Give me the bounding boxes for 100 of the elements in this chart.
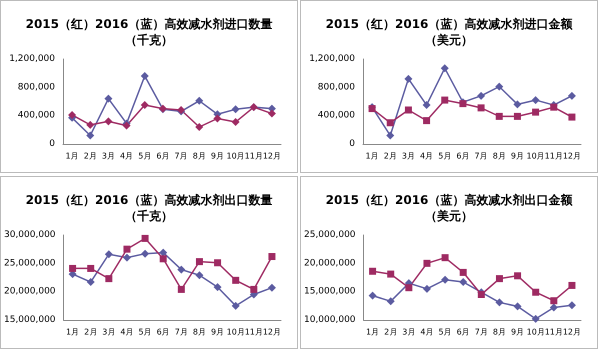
- point: [568, 92, 576, 100]
- x-tick-label: 3月: [102, 152, 115, 160]
- x-tick-label: 7月: [474, 327, 488, 336]
- x-tick-label: 8月: [192, 327, 206, 336]
- y-tick-label: 1,200,000: [9, 54, 56, 64]
- chart-subtitle: （千克）: [125, 208, 173, 222]
- point: [386, 119, 394, 126]
- chart-title: 2015（红）2016（蓝）高效减水剂进口数量: [26, 17, 272, 31]
- point: [122, 122, 131, 130]
- point: [105, 274, 112, 282]
- x-tick-label: 10月: [226, 152, 245, 160]
- x-tick-label: 1月: [366, 152, 379, 160]
- y-tick-label: 25,000,000: [4, 258, 56, 268]
- point: [142, 234, 149, 242]
- point: [442, 254, 449, 261]
- x-tick-label: 2月: [84, 327, 98, 336]
- point: [87, 264, 94, 272]
- x-tick-label: 2月: [384, 152, 397, 160]
- x-tick-label: 1月: [66, 152, 79, 160]
- y-tick-label: 800,000: [318, 82, 356, 92]
- point: [404, 74, 412, 83]
- point: [86, 278, 95, 286]
- x-tick-label: 9月: [211, 327, 224, 336]
- x-tick-label: 5月: [138, 327, 152, 336]
- point: [159, 248, 168, 256]
- point: [178, 285, 185, 292]
- chart-subtitle: （千克）: [125, 33, 173, 47]
- point: [140, 72, 149, 80]
- x-tick-label: 6月: [156, 327, 170, 336]
- x-tick-label: 3月: [402, 152, 415, 160]
- point: [268, 110, 276, 118]
- point: [368, 291, 377, 300]
- point: [422, 101, 431, 110]
- x-tick-label: 9月: [511, 327, 524, 336]
- point: [104, 94, 112, 103]
- x-tick-label: 11月: [244, 327, 263, 336]
- point: [232, 276, 240, 284]
- point: [532, 314, 540, 322]
- point: [268, 252, 276, 260]
- y-tick-label: 20,000,000: [304, 258, 356, 268]
- x-tick-label: 4月: [120, 152, 134, 160]
- point: [196, 258, 203, 265]
- y-tick-label: 1,200,000: [309, 54, 356, 64]
- point: [495, 82, 504, 91]
- point: [459, 278, 468, 286]
- point: [423, 259, 430, 266]
- y-tick-label: 0: [349, 139, 356, 149]
- x-tick-label: 7月: [174, 327, 188, 336]
- point: [478, 104, 485, 112]
- x-tick-label: 5月: [438, 327, 452, 336]
- point: [405, 284, 412, 291]
- point: [441, 96, 448, 104]
- x-tick-label: 2月: [84, 152, 97, 160]
- x-tick-label: 3月: [402, 327, 416, 336]
- point: [568, 114, 576, 121]
- point: [496, 112, 503, 120]
- point: [460, 268, 467, 276]
- x-tick-label: 4月: [420, 327, 434, 336]
- point: [104, 250, 113, 258]
- point: [232, 105, 240, 114]
- point: [214, 258, 222, 266]
- point: [440, 64, 449, 72]
- point: [195, 123, 204, 131]
- point: [532, 288, 540, 296]
- point: [195, 270, 204, 279]
- x-tick-label: 1月: [366, 327, 380, 336]
- x-tick-label: 9月: [510, 152, 524, 160]
- point: [232, 301, 240, 310]
- point: [550, 104, 558, 111]
- point: [514, 302, 522, 310]
- x-tick-label: 11月: [544, 327, 563, 336]
- y-tick-label: 400,000: [318, 110, 356, 121]
- x-tick-label: 4月: [420, 152, 434, 160]
- y-tick-label: 25,000,000: [304, 230, 356, 240]
- point: [513, 100, 522, 108]
- x-tick-label: 7月: [174, 152, 188, 160]
- point: [140, 101, 149, 110]
- x-tick-label: 1月: [66, 327, 80, 336]
- point: [568, 281, 576, 288]
- x-tick-label: 9月: [210, 152, 224, 160]
- x-tick-label: 10月: [226, 327, 245, 336]
- point: [68, 110, 76, 119]
- point: [532, 108, 540, 116]
- x-tick-label: 12月: [562, 327, 582, 336]
- x-tick-label: 4月: [120, 327, 134, 336]
- x-tick-label: 10月: [526, 327, 545, 336]
- point: [86, 132, 94, 140]
- point: [141, 249, 150, 258]
- point: [268, 283, 276, 292]
- point: [550, 296, 558, 304]
- x-tick-label: 12月: [262, 327, 282, 336]
- x-tick-label: 8月: [492, 152, 506, 160]
- point: [441, 275, 450, 284]
- point: [69, 264, 76, 272]
- y-tick-label: 20,000,000: [4, 286, 56, 296]
- x-tick-label: 8月: [192, 152, 206, 160]
- x-tick-label: 12月: [262, 152, 282, 160]
- point: [478, 290, 485, 298]
- chart-title: 2015（红）2016（蓝）高效减水剂进口金额: [326, 17, 574, 31]
- point: [514, 112, 521, 120]
